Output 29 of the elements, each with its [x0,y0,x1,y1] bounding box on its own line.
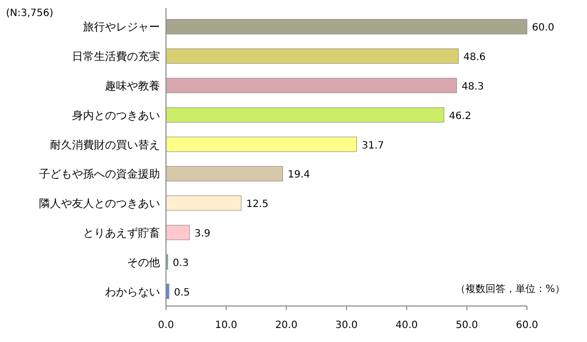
y-tick-label: 耐久消費財の買い替え [50,138,160,152]
y-tick-label: 隣人や友人とのつきあい [39,197,160,210]
y-tick-label: 身内とのつきあい [72,108,160,122]
y-tick-label: 旅行やレジャー [83,20,160,34]
data-label: 48.6 [463,52,486,64]
annotation: （複数回答，単位：%） [455,283,565,295]
x-tick-label: 0.0 [158,320,174,331]
x-tick-label: 40.0 [396,320,418,331]
y-tick-label: わからない [105,285,160,298]
data-label: 60.0 [532,22,554,34]
data-label: 31.7 [362,140,384,152]
data-label: 3.9 [194,228,210,240]
x-tick-label: 20.0 [275,320,298,331]
data-label: 0.3 [172,258,189,269]
data-label: 12.5 [246,199,268,210]
y-tick-label: とりあえず貯畜 [83,226,160,240]
data-label: 0.5 [174,287,190,298]
x-tick-label: 60.0 [516,320,538,331]
y-tick-label: 趣味や教養 [105,80,160,92]
data-label: 19.4 [288,170,310,181]
data-label: 48.3 [462,82,484,92]
y-tick-label: 日常生活費の充実 [72,50,160,64]
x-tick-label: 30.0 [335,320,358,331]
x-tick-label: 10.0 [215,320,238,331]
data-label: 46.2 [448,110,472,122]
y-tick-label: 子どもや孫への資金援助 [39,168,160,181]
x-tick-label: 50.0 [456,320,478,331]
text: (N:3,756) [6,8,54,19]
y-tick-label: その他 [127,256,160,269]
